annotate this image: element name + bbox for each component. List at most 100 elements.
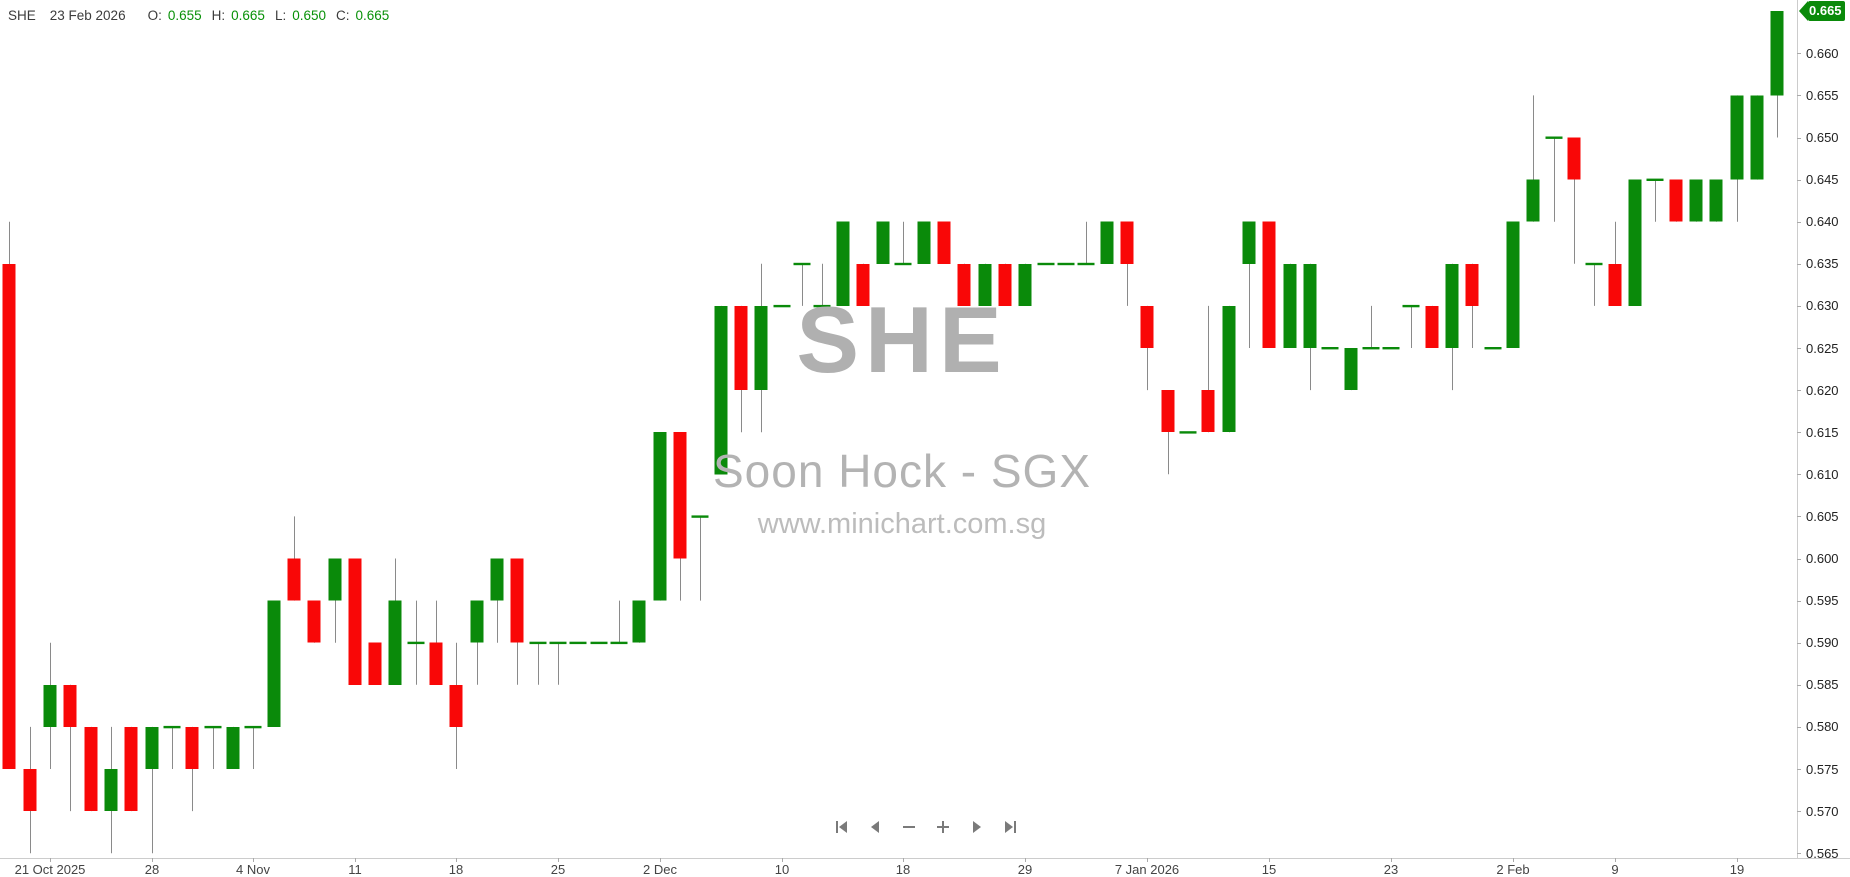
candle-down (673, 432, 687, 559)
candle-up (1709, 179, 1723, 222)
candle-doji (1402, 304, 1420, 308)
candle-up (754, 305, 768, 391)
x-axis-tick (355, 858, 356, 862)
candle-up (876, 221, 890, 264)
y-axis-label: 0.635 (1806, 256, 1839, 272)
candle-down (185, 726, 199, 769)
x-axis-label: 10 (774, 862, 790, 877)
candle-up (978, 263, 992, 306)
y-axis-tick (1797, 348, 1801, 349)
candle-doji (894, 262, 912, 266)
x-axis-label: 23 (1383, 862, 1399, 877)
candle-down (1262, 221, 1276, 348)
x-axis-label: 2 Dec (643, 862, 677, 877)
candle-down (449, 684, 463, 727)
y-axis-tick (1797, 137, 1801, 139)
step-back-button[interactable] (866, 818, 884, 836)
y-axis-label: 0.660 (1806, 45, 1839, 61)
candle-down (1425, 305, 1439, 348)
step-forward-icon (973, 821, 981, 833)
y-axis-tick (1797, 642, 1801, 644)
y-axis-label: 0.580 (1806, 719, 1839, 735)
x-axis-label: 28 (144, 862, 160, 877)
candle-up (226, 726, 240, 769)
candle-doji (1179, 431, 1197, 434)
zoom-in-button[interactable] (934, 818, 952, 836)
y-axis-label: 0.625 (1806, 340, 1839, 356)
badge-arrow-icon (1799, 1, 1808, 21)
y-axis-label: 0.570 (1806, 803, 1839, 819)
zoom-out-button[interactable] (900, 818, 918, 836)
candle-up (1628, 179, 1642, 306)
x-axis-label: 29 (1017, 862, 1033, 877)
candle-up (1445, 263, 1459, 348)
candle-up (1242, 221, 1256, 264)
y-axis-label: 0.640 (1806, 214, 1839, 230)
candle-doji (1077, 262, 1095, 266)
zoom-in-icon (937, 821, 949, 833)
x-axis-label: 21 Oct 2025 (14, 862, 86, 877)
candle-doji (549, 641, 567, 645)
zoom-out-icon (903, 826, 915, 828)
candle-down (1608, 263, 1622, 306)
x-axis-label: 11 (348, 862, 362, 877)
candle-down (510, 558, 524, 643)
candle-down (348, 558, 362, 685)
skip-end-button[interactable] (1002, 818, 1020, 836)
candle-down (1201, 390, 1215, 433)
x-axis-label: 15 (1261, 862, 1277, 877)
candle-doji (569, 641, 587, 645)
y-axis-label: 0.650 (1806, 130, 1839, 145)
candle-down (429, 642, 443, 685)
x-axis-tick (1269, 858, 1270, 862)
x-axis-tick (1391, 858, 1392, 862)
step-forward-button[interactable] (968, 818, 986, 836)
candle-down (1567, 137, 1581, 180)
candle-up (43, 684, 57, 727)
x-axis-label: 18 (895, 862, 911, 877)
y-axis-label: 0.600 (1806, 551, 1839, 566)
x-axis-label: 18 (448, 862, 464, 877)
candle-up (388, 600, 402, 685)
x-axis-line (0, 858, 1850, 859)
y-axis-label: 0.575 (1806, 761, 1839, 777)
candle-up (632, 600, 646, 643)
candle-up (1750, 95, 1764, 180)
candle-doji (793, 262, 811, 266)
candle-up (1526, 179, 1540, 222)
y-axis-label: 0.595 (1806, 593, 1839, 609)
candle-down (368, 642, 382, 685)
candle-down (1465, 263, 1479, 306)
open-value: 0.655 (167, 8, 202, 23)
y-axis-tick (1797, 390, 1801, 392)
y-axis-tick (1797, 516, 1801, 518)
y-axis-line (1797, 0, 1798, 858)
skip-start-button[interactable] (832, 818, 850, 836)
x-axis-tick (660, 858, 661, 862)
y-axis-label: 0.630 (1806, 298, 1839, 314)
candle-up (836, 221, 850, 306)
x-axis-label: 19 (1729, 862, 1745, 877)
candle-doji (1382, 347, 1400, 350)
x-axis-tick (903, 858, 904, 862)
last-price-badge: 0.665 (1799, 1, 1845, 21)
x-axis-tick (456, 858, 457, 862)
y-axis-label: 0.590 (1806, 635, 1839, 651)
candle-up (714, 305, 728, 475)
y-axis-tick (1797, 600, 1801, 602)
candle-doji (407, 641, 425, 645)
y-axis-tick (1797, 95, 1801, 97)
candle-doji (691, 515, 709, 518)
candlestick-chart[interactable] (0, 0, 1796, 858)
candle-doji (1057, 262, 1075, 266)
x-axis-tick (253, 858, 254, 862)
y-axis-tick (1797, 432, 1801, 434)
candle-doji (529, 641, 547, 645)
high-value: 0.665 (231, 8, 265, 23)
candle-doji (1585, 262, 1603, 266)
candle-up (1344, 348, 1358, 391)
candle-down (937, 221, 951, 264)
candle-up (1283, 263, 1297, 348)
x-axis-tick (1513, 858, 1514, 862)
